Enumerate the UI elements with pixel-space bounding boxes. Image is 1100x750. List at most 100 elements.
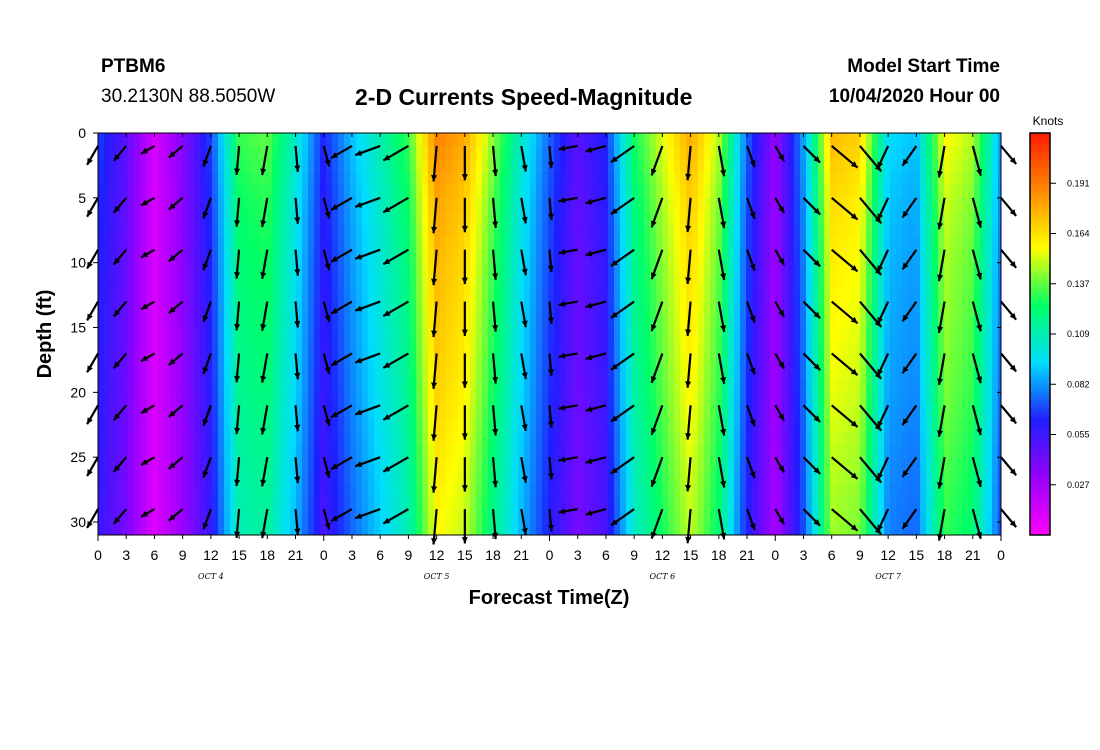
heatmap-cell [980,341,986,354]
heatmap-cell [626,523,632,535]
heatmap-cell [452,159,458,172]
heatmap-cell [416,406,422,419]
heatmap-cell [470,341,476,354]
heatmap-cell [266,510,272,523]
heatmap-cell [890,302,896,315]
heatmap-cell [338,224,344,237]
heatmap-cell [290,380,296,393]
heatmap-cell [998,250,1001,263]
heatmap-cell [320,146,326,159]
heatmap-cell [278,289,284,302]
heatmap-cell [836,289,842,302]
heatmap-cell [146,432,152,445]
heatmap-cell [164,471,170,484]
heatmap-cell [626,393,632,406]
heatmap-cell [968,354,974,367]
heatmap-cell [602,276,608,289]
heatmap-cell [488,393,494,406]
heatmap-cell [854,237,860,250]
heatmap-cell [812,393,818,406]
heatmap-cell [218,432,224,445]
heatmap-cell [920,432,926,445]
heatmap-cell [842,159,848,172]
heatmap-cell [446,432,452,445]
heatmap-cell [740,315,746,328]
heatmap-cell [590,263,596,276]
heatmap-cell [182,393,188,406]
heatmap-cell [740,224,746,237]
heatmap-cell [938,432,944,445]
heatmap-cell [632,510,638,523]
heatmap-cell [740,341,746,354]
heatmap-cell [878,510,884,523]
heatmap-cell [506,237,512,250]
heatmap-cell [152,263,158,276]
heatmap-cell [398,276,404,289]
heatmap-cell [884,133,890,146]
heatmap-cell [470,484,476,497]
heatmap-cell [362,276,368,289]
heatmap-cell [908,133,914,146]
heatmap-cell [680,432,686,445]
heatmap-cell [662,380,668,393]
heatmap-cell [380,289,386,302]
heatmap-cell [992,432,998,445]
heatmap-cell [590,406,596,419]
heatmap-cell [662,237,668,250]
heatmap-cell [968,458,974,471]
heatmap-cell [272,133,278,146]
heatmap-cell [992,172,998,185]
heatmap-cell [482,172,488,185]
heatmap-cell [662,198,668,211]
heatmap-cell [992,198,998,211]
heatmap-cell [962,380,968,393]
heatmap-cell [878,276,884,289]
heatmap-cell [458,458,464,471]
heatmap-cell [800,315,806,328]
heatmap-cell [380,276,386,289]
heatmap-cell [296,133,302,146]
heatmap-cell [776,315,782,328]
heatmap-cell [152,198,158,211]
heatmap-cell [692,224,698,237]
heatmap-cell [290,510,296,523]
heatmap-cell [782,133,788,146]
heatmap-cell [458,354,464,367]
heatmap-cell [758,133,764,146]
heatmap-cell [218,497,224,510]
heatmap-cell [590,133,596,146]
heatmap-cell [938,133,944,146]
heatmap-cell [524,250,530,263]
heatmap-cell [788,198,794,211]
vector-head [324,470,331,478]
heatmap-cell [800,458,806,471]
heatmap-cell [932,393,938,406]
heatmap-cell [908,380,914,393]
heatmap-cell [434,445,440,458]
heatmap-cell [548,328,554,341]
current-vector [322,405,331,427]
heatmap-cell [770,159,776,172]
heatmap-cell [188,523,194,535]
heatmap-cell [866,432,872,445]
heatmap-cell [614,172,620,185]
heatmap-cell [260,146,266,159]
heatmap-cell [566,432,572,445]
heatmap-cell [926,263,932,276]
heatmap-cell [176,263,182,276]
heatmap-cell [398,172,404,185]
heatmap-cell [266,471,272,484]
heatmap-cell [566,471,572,484]
heatmap-cell [710,497,716,510]
heatmap-cell [248,328,254,341]
heatmap-cell [848,211,854,224]
heatmap-cell [596,458,602,471]
heatmap-cell [980,380,986,393]
heatmap-cell [740,276,746,289]
heatmap-cell [896,510,902,523]
heatmap-cell [824,315,830,328]
heatmap-cell [608,224,614,237]
heatmap-cell [452,146,458,159]
heatmap-cell [836,224,842,237]
heatmap-cell [866,250,872,263]
